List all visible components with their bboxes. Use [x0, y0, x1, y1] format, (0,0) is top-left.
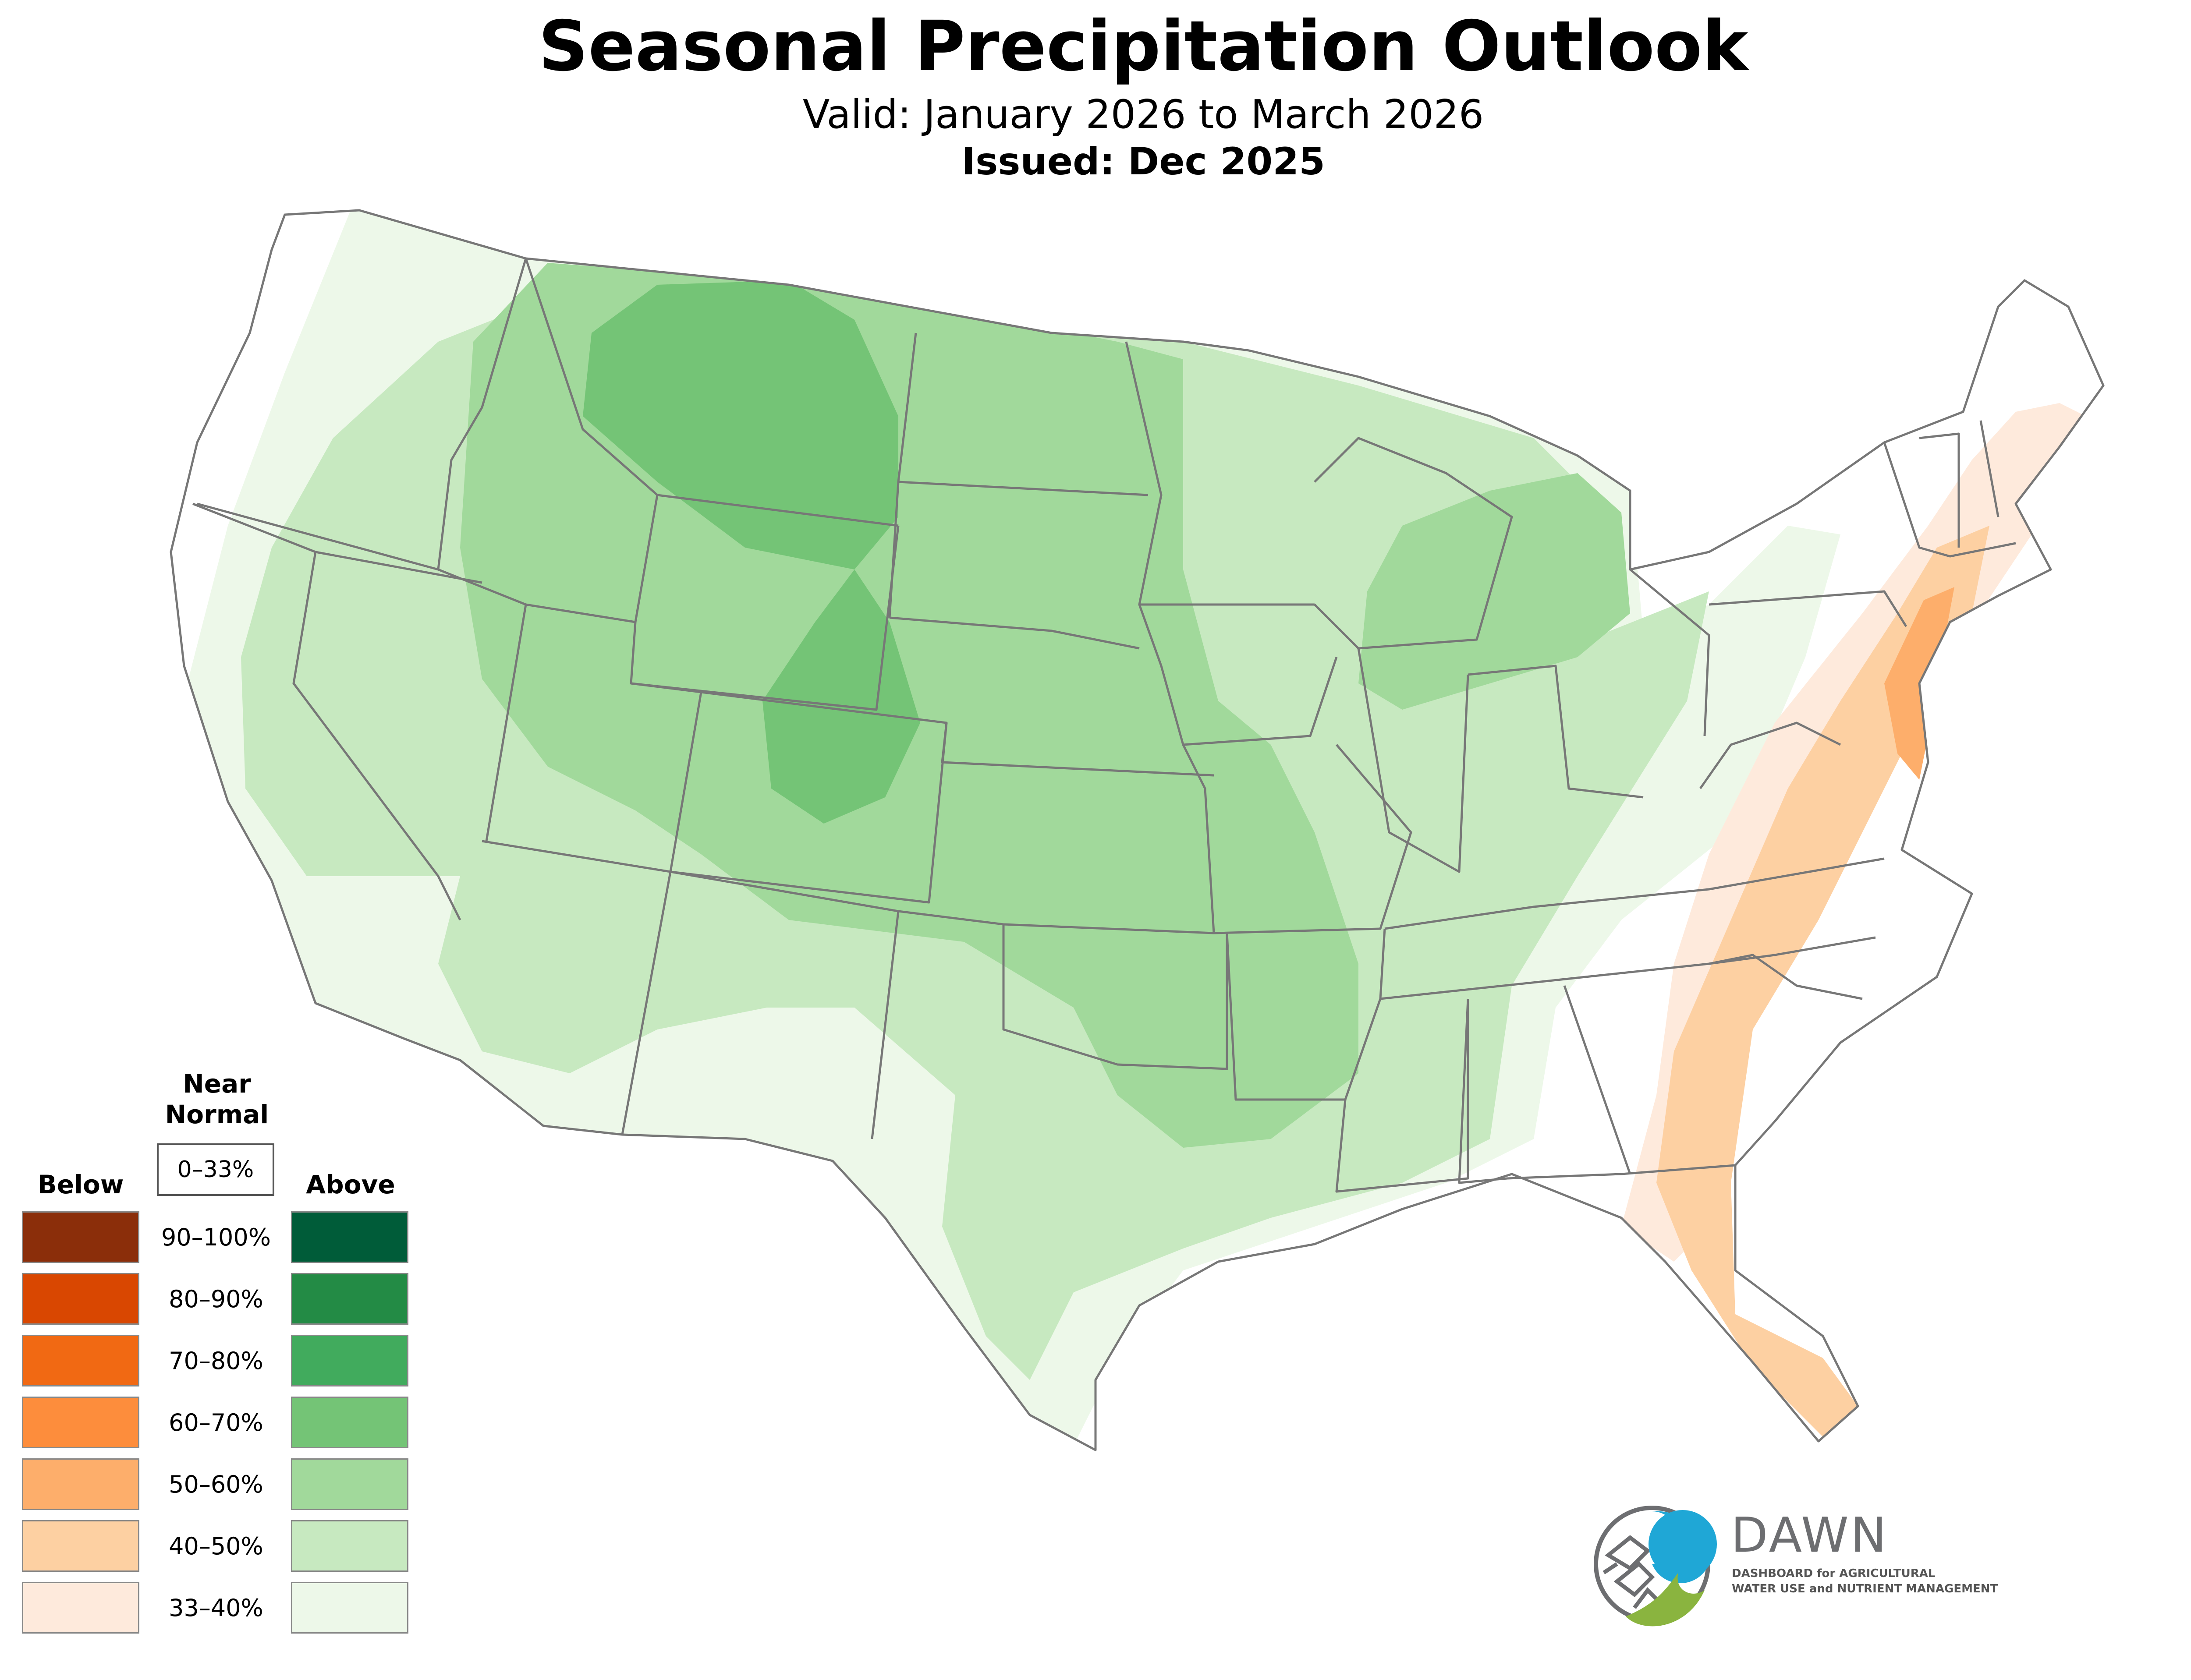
chart-title: Seasonal Precipitation Outlook: [538, 6, 1748, 87]
border-pa-ny: [1709, 590, 1907, 627]
legend-swatch-below: [22, 1520, 139, 1572]
legend-swatch-below: [22, 1397, 139, 1448]
border-in-oh: [1468, 665, 1644, 799]
legend-range-label: 40–50%: [169, 1532, 263, 1560]
legend-swatch-above: [291, 1273, 408, 1325]
border-mn: [1125, 341, 1315, 606]
legend-swatch-below: [22, 1211, 139, 1263]
legend-swatch-above: [291, 1211, 408, 1263]
border-al-ga: [1458, 985, 1631, 1184]
state-borders: [170, 209, 2105, 1451]
outlook-zones: [188, 210, 2103, 1446]
legend-swatch-below: [22, 1458, 139, 1510]
border-nh-me: [1979, 420, 2000, 517]
legend-range-label: 60–70%: [169, 1409, 263, 1436]
legend-range-label: 70–80%: [169, 1347, 263, 1375]
near-normal-line2: Normal: [165, 1099, 269, 1129]
valid-period: Valid: January 2026 to March 2026: [802, 92, 1484, 138]
zone-above-50-60-lakes: [1358, 473, 1630, 710]
legend-swatch-below: [22, 1273, 139, 1325]
legend-swatch-below: [22, 1582, 139, 1634]
legend-range-label: 80–90%: [169, 1285, 263, 1313]
border-sc-nc: [1709, 954, 1863, 1000]
border-tn-south: [1380, 936, 1876, 1000]
border-oh-pa: [1629, 569, 1710, 736]
legend-swatch-above: [291, 1582, 408, 1634]
legend-range-label: 50–60%: [169, 1471, 263, 1498]
border-ok-tx: [1002, 924, 1228, 1070]
border-vt-nh: [1919, 432, 1960, 548]
dawn-logo-name: DAWN: [1731, 1507, 1889, 1563]
border-mo: [1182, 744, 1412, 934]
legend-range-label: 90–100%: [161, 1224, 271, 1251]
border-ne-ks: [941, 722, 1214, 777]
border-id: [437, 258, 527, 606]
dawn-tagline-line2: WATER USE and NUTRIENT MANAGEMENT: [1732, 1582, 1998, 1596]
zone-above-60-70-south: [762, 569, 920, 824]
legend-swatch-above: [291, 1458, 408, 1510]
legend-swatch-above: [291, 1397, 408, 1448]
border-mt-id: [525, 258, 658, 496]
border-la-ms: [1335, 999, 1469, 1193]
dawn-logo-tagline: DASHBOARD for AGRICULTURAL WATER USE and…: [1732, 1566, 1998, 1597]
legend-swatch-above: [291, 1335, 408, 1386]
near-normal-line1: Near: [183, 1069, 251, 1099]
legend-near-normal-header: Near Normal: [156, 1069, 278, 1130]
border-dakotas-west: [888, 332, 917, 618]
border-ny-ne: [1883, 442, 2016, 558]
border-il-in: [1357, 648, 1469, 873]
border-ky-tn: [1384, 857, 1885, 930]
border-ne-sd: [889, 616, 1140, 650]
border-co-nm: [670, 691, 948, 904]
dawn-tagline-line1: DASHBOARD for AGRICULTURAL: [1732, 1567, 1936, 1580]
zone-above-60-70-north: [583, 280, 898, 569]
zone-below-40-50: [1656, 526, 1989, 1437]
border-va-wv: [1699, 722, 1841, 789]
border-nd-sd: [898, 481, 1149, 496]
border-mt-wy: [657, 494, 899, 527]
legend-swatch-below: [22, 1335, 139, 1386]
border-ga-fl: [1507, 1164, 1736, 1180]
legend-swatch-above: [291, 1520, 408, 1572]
border-ca-nv: [292, 552, 461, 921]
legend-range-label: 33–40%: [169, 1594, 263, 1622]
border-nv-ut: [485, 604, 527, 842]
legend-below-header: Below: [37, 1170, 124, 1199]
near-normal-swatch: 0–33%: [157, 1143, 274, 1196]
border-wa-or: [197, 502, 439, 571]
dawn-logo-icon: [1594, 1506, 1717, 1627]
legend-above-header: Above: [306, 1170, 395, 1199]
issued-date: Issued: Dec 2025: [961, 140, 1325, 184]
